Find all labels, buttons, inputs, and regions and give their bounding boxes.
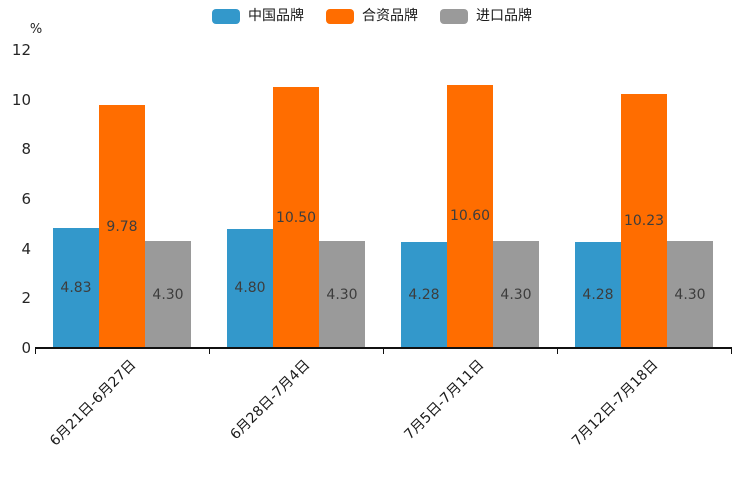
legend-label: 合资品牌	[362, 8, 418, 24]
bar-value-label: 10.60	[449, 208, 491, 225]
x-tick-label: 6月28日-7月4日	[227, 357, 314, 443]
bar-合资品牌-7月5日-7月11日	[447, 84, 493, 348]
bar-进口品牌-7月5日-7月11日	[493, 241, 539, 348]
bar-合资品牌-6月21日-6月27日	[99, 105, 145, 348]
bar-value-label: 10.23	[623, 212, 665, 229]
x-tick-label: 7月12日-7月18日	[569, 357, 662, 450]
x-axis-tick-mark	[730, 349, 732, 354]
bar-value-label: 4.30	[326, 286, 358, 303]
bar-合资品牌-7月12日-7月18日	[621, 93, 667, 348]
bar-value-label: 4.30	[674, 286, 706, 303]
legend-swatch-icon	[326, 8, 354, 24]
x-tick-label: 7月5日-7月11日	[401, 357, 488, 443]
x-tick-label: 6月21日-6月27日	[47, 357, 140, 450]
x-axis-tick-mark	[34, 349, 36, 354]
bar-value-label: 4.28	[582, 286, 614, 303]
bar-value-label: 4.83	[60, 280, 92, 297]
bar-进口品牌-7月12日-7月18日	[667, 241, 713, 348]
y-tick-label: 10	[11, 90, 31, 109]
x-axis-line	[35, 347, 732, 349]
y-tick-label: 4	[21, 239, 31, 258]
bar-中国品牌-6月28日-7月4日	[227, 228, 273, 348]
y-tick-label: 6	[21, 190, 31, 208]
bar-中国品牌-7月12日-7月18日	[575, 241, 621, 348]
bar-value-label: 9.78	[106, 218, 138, 235]
legend-swatch-icon	[440, 8, 468, 24]
x-axis-tick-mark	[208, 349, 210, 354]
legend-label: 中国品牌	[248, 8, 304, 24]
bar-进口品牌-6月28日-7月4日	[319, 241, 365, 348]
x-axis-tick-mark	[556, 349, 558, 354]
legend-item: 中国品牌	[212, 7, 304, 25]
bar-value-label: 10.50	[275, 209, 317, 226]
y-tick-label: 2	[21, 289, 31, 308]
bar-value-label: 4.80	[234, 280, 266, 297]
legend: 中国品牌 合资品牌 进口品牌	[0, 7, 744, 25]
bar-value-label: 4.30	[152, 286, 184, 303]
bar-value-label: 4.28	[408, 286, 440, 303]
bar-value-label: 4.30	[500, 286, 532, 303]
bar-中国品牌-7月5日-7月11日	[401, 241, 447, 348]
bar-中国品牌-6月21日-6月27日	[53, 228, 99, 348]
legend-label: 进口品牌	[476, 8, 532, 24]
x-axis-tick-mark	[382, 349, 384, 354]
bar-合资品牌-6月28日-7月4日	[273, 87, 319, 348]
legend-item: 进口品牌	[440, 7, 532, 25]
y-axis-unit-label: %	[29, 22, 43, 37]
legend-item: 合资品牌	[326, 7, 418, 25]
y-tick-label: 8	[21, 140, 31, 159]
y-tick-label: 0	[21, 339, 31, 357]
y-tick-label: 12	[11, 41, 31, 59]
legend-swatch-icon	[212, 8, 240, 24]
bar-进口品牌-6月21日-6月27日	[145, 241, 191, 348]
